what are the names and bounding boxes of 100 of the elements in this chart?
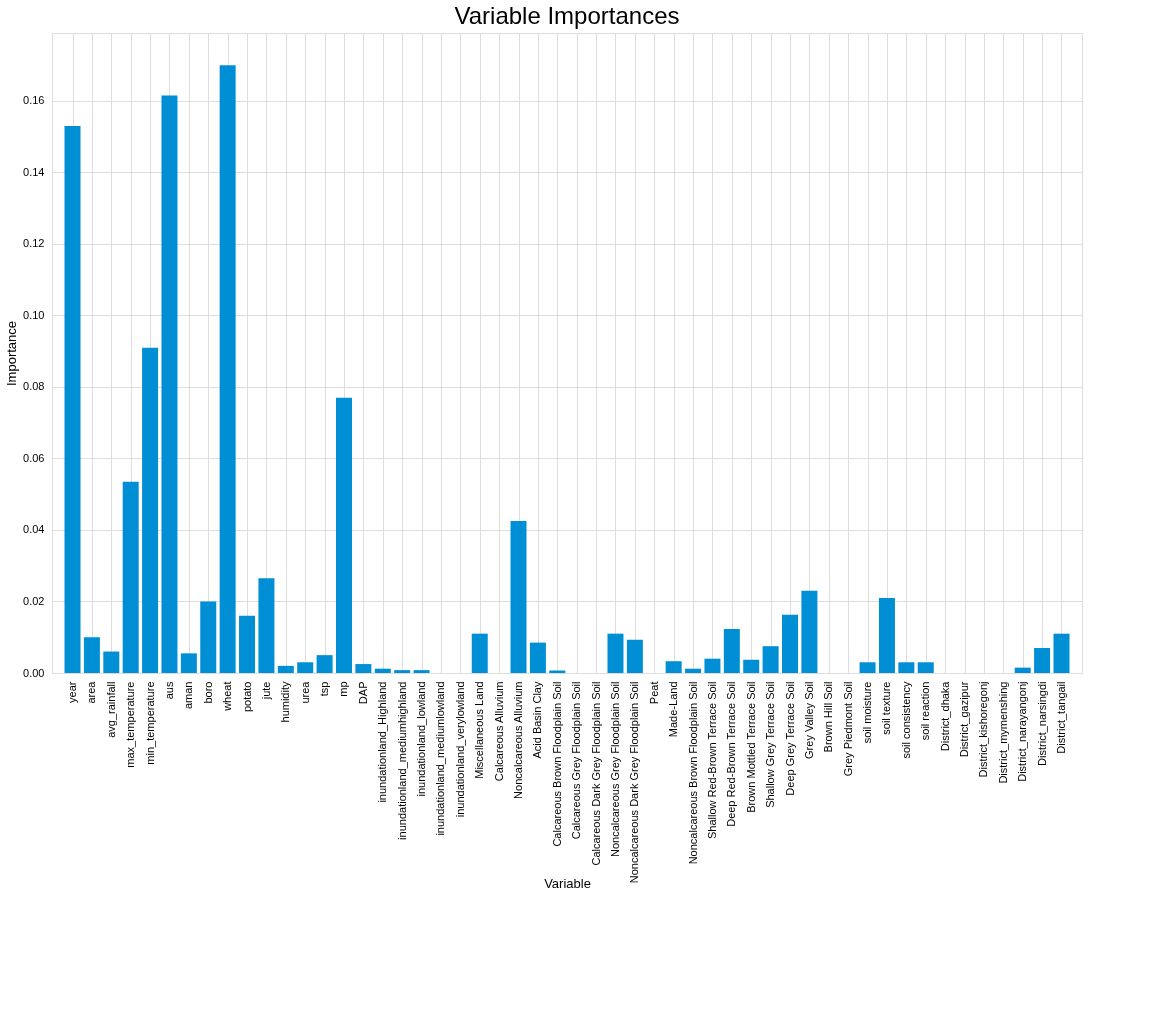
x-tick-label: inundationland_Highland: [376, 681, 389, 803]
bar: [1053, 633, 1070, 673]
y-tick-label: 0.08: [23, 380, 45, 393]
bar: [374, 668, 391, 673]
x-tick-label: soil texture: [880, 681, 893, 735]
bar: [142, 347, 159, 673]
x-tick-label: DAP: [356, 681, 369, 705]
x-tick-label: Grey Valley Soil: [802, 681, 815, 759]
x-tick-label: avg_rainfall: [104, 681, 117, 738]
x-tick-label: tsp: [318, 681, 331, 697]
bar: [665, 661, 682, 673]
bar: [297, 662, 314, 673]
x-tick-label: District_mymenshing: [996, 681, 1009, 784]
bar: [1014, 667, 1031, 673]
y-tick-label: 0.10: [23, 308, 45, 321]
bar: [859, 662, 876, 673]
bar: [219, 65, 236, 673]
x-tick-label: inundationland_lowland: [415, 681, 428, 797]
chart-title: Variable Importances: [454, 2, 680, 29]
x-tick-label: aman: [182, 681, 195, 710]
bar: [394, 670, 411, 673]
bar: [762, 646, 779, 673]
x-tick-label: District_tangail: [1054, 681, 1067, 754]
bar: [782, 614, 798, 673]
y-tick-label: 0.02: [23, 594, 45, 607]
bar: [685, 668, 702, 673]
x-tick-label: soil moisture: [861, 681, 874, 744]
bar: [917, 662, 934, 673]
x-tick-label: Noncalcareous Dark Grey Floodplain Soil: [628, 681, 641, 884]
x-tick-label: soil reaction: [919, 681, 932, 741]
x-tick-label: Acid Basin Clay: [531, 681, 544, 759]
bar: [336, 397, 352, 673]
x-tick-label: Noncalcareous Grey Floodplain Soil: [608, 681, 621, 857]
bar: [510, 521, 527, 673]
x-tick-label: Grey Piedmont Soil: [841, 681, 854, 777]
x-tick-label: min_temperature: [143, 681, 156, 765]
bar: [607, 633, 624, 673]
x-tick-label: inundationland_verylowland: [453, 681, 466, 818]
y-tick-label: 0.04: [23, 523, 45, 536]
bar: [277, 665, 294, 673]
y-tick-label: 0.14: [23, 165, 45, 178]
x-tick-label: Calcareous Brown Floodplain Soil: [550, 681, 563, 847]
x-tick-label: Calcareous Alluvium: [492, 681, 505, 782]
y-axis-title: Importance: [4, 320, 20, 387]
x-tick-label: Noncalcareous Alluvium: [512, 681, 525, 799]
bar: [161, 95, 178, 673]
x-tick-label: District_kishoregonj: [977, 681, 990, 778]
x-tick-label: District_narayangonj: [1016, 681, 1029, 782]
x-tick-label: boro: [201, 681, 214, 704]
bar: [626, 639, 643, 673]
bar: [898, 662, 915, 673]
bar: [413, 670, 430, 673]
x-tick-label: urea: [298, 680, 311, 704]
x-tick-label: year: [66, 681, 79, 703]
x-tick-label: Brown Mottled Terrace Soil: [744, 681, 757, 813]
bar: [316, 655, 333, 673]
bar: [355, 664, 372, 673]
x-tick-label: Peat: [647, 681, 660, 705]
y-tick-label: 0.12: [23, 237, 45, 250]
bar: [239, 615, 256, 673]
x-tick-label: mp: [337, 681, 350, 697]
bar: [723, 629, 740, 673]
y-tick-label: 0.06: [23, 451, 45, 464]
bar: [180, 653, 197, 673]
x-tick-label: Deep Grey Terrace Soil: [783, 681, 796, 796]
bar: [704, 658, 721, 673]
x-tick-label: aus: [162, 681, 175, 700]
x-tick-label: soil consistency: [899, 681, 912, 759]
bar: [471, 633, 488, 673]
x-tick-label: area: [85, 680, 98, 704]
x-tick-label: inundationland_mediumlowland: [434, 681, 447, 836]
bar: [258, 578, 275, 673]
bar: [529, 642, 546, 673]
y-tick-label: 0.00: [23, 666, 45, 679]
x-tick-label: potato: [240, 681, 253, 713]
bar: [549, 670, 566, 673]
x-tick-label: Brown Hill Soil: [822, 681, 835, 753]
bar: [1034, 647, 1051, 673]
x-tick-label: max_temperature: [124, 681, 137, 768]
x-tick-label: Shallow Red-Brown Terrace Soil: [705, 681, 718, 840]
x-tick-label: Calcareous Dark Grey Floodplain Soil: [589, 681, 602, 866]
bar: [83, 637, 100, 673]
x-tick-label: humidity: [279, 681, 292, 723]
x-tick-label: Deep Red-Brown Terrace Soil: [725, 681, 738, 827]
bar: [122, 481, 139, 673]
x-axis-title: Variable: [544, 875, 591, 891]
x-tick-label: District_dhaka: [938, 680, 951, 752]
bar: [200, 601, 217, 673]
y-tick-label: 0.16: [23, 94, 45, 107]
x-tick-label: District_gazipur: [958, 681, 971, 758]
x-tick-label: District_narsingdi: [1035, 681, 1048, 766]
x-tick-label: Calcareous Grey Floodplain Soil: [570, 681, 583, 840]
x-tick-label: Noncalcareous Brown Floodplain Soil: [686, 681, 699, 865]
x-tick-label: Miscellaneous Land: [473, 681, 486, 779]
x-tick-label: jute: [259, 681, 272, 701]
bar: [103, 651, 120, 673]
x-tick-label: Shallow Grey Terrace Soil: [764, 681, 777, 808]
bar: [801, 590, 818, 673]
x-tick-label: Made-Land: [667, 681, 680, 738]
x-tick-label: inundationland_mediumhighland: [395, 681, 408, 840]
